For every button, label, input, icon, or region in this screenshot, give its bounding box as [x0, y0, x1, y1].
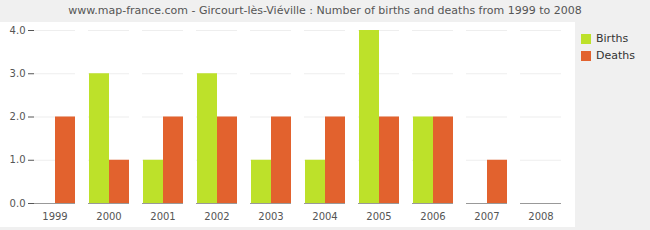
svg-text:2008: 2008 [528, 211, 553, 222]
svg-text:2002: 2002 [204, 211, 229, 222]
svg-text:2004: 2004 [312, 211, 337, 222]
html-text:Deaths: Deaths [596, 49, 635, 62]
svg-text:2.0: 2.0 [10, 111, 26, 122]
svg-text:2005: 2005 [366, 211, 391, 222]
svg-text:1.0: 1.0 [10, 154, 26, 165]
svg-text:2007: 2007 [474, 211, 499, 222]
svg-text:2001: 2001 [150, 211, 175, 222]
svg-text:0.0: 0.0 [10, 198, 26, 209]
html-text:Births: Births [596, 32, 629, 45]
svg-text:2000: 2000 [96, 211, 121, 222]
svg-text:1999: 1999 [42, 211, 67, 222]
svg-text:2003: 2003 [258, 211, 283, 222]
html-text:www.map-france.com - Gircourt-: www.map-france.com - Gircourt-lès-Viévil… [68, 4, 582, 17]
svg-text:2006: 2006 [420, 211, 445, 222]
svg-text:4.0: 4.0 [10, 25, 26, 36]
svg-text:3.0: 3.0 [10, 68, 26, 79]
